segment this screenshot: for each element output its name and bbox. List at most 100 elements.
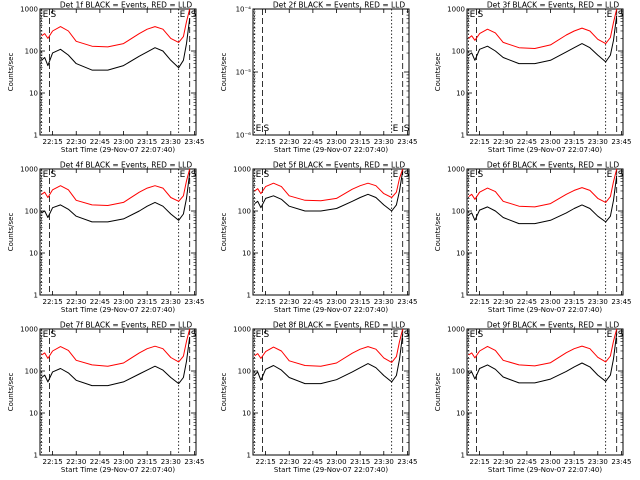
x-tick-label: 22:45 (517, 458, 537, 466)
x-axis-label: Start Time (29-Nov-07 22:07:40) (488, 306, 602, 314)
events-series-line (41, 18, 191, 71)
marker-label-S: S (618, 10, 624, 20)
y-tick-label: 1 (247, 452, 251, 460)
detector-panel-6: Det 6f BLACK = Events, RED = LLD 1 10 100 10… (434, 161, 632, 315)
y-tick-label: 10 (29, 410, 38, 418)
x-tick-label: 23:30 (588, 458, 608, 466)
marker-label-E: E (180, 170, 186, 180)
y-tick-label: 100 (25, 208, 38, 216)
y-tick-label: 100 (238, 368, 251, 376)
marker-label-S: S (404, 170, 410, 180)
x-tick-label: 23:45 (184, 138, 204, 146)
x-tick-label: 23:45 (184, 298, 204, 306)
x-tick-label: 23:15 (137, 138, 157, 146)
marker-label-S: S (50, 170, 56, 180)
lld-series-line (468, 168, 618, 208)
x-tick-label: 23:30 (374, 138, 394, 146)
x-axis-label: Start Time (29-Nov-07 22:07:40) (488, 466, 602, 474)
x-tick-label: 23:00 (326, 458, 346, 466)
lld-series-line (254, 328, 404, 367)
x-tick-label: 23:00 (326, 298, 346, 306)
events-series-line (41, 336, 191, 387)
y-tick-label: 100 (452, 368, 465, 376)
detector-panel-3: Det 3f BLACK = Events, RED = LLD 1 10 100 10… (434, 1, 632, 155)
x-tick-label: 23:00 (540, 298, 560, 306)
marker-label-S: S (477, 330, 483, 340)
x-tick-label: 22:15 (470, 458, 490, 466)
y-tick-label: 1000 (20, 326, 38, 334)
marker-label-S: S (50, 330, 56, 340)
plot-frame (39, 328, 197, 456)
x-tick-label: 23:45 (611, 138, 631, 146)
x-tick-label: 23:45 (611, 458, 631, 466)
y-tick-label: 1000 (233, 326, 251, 334)
x-tick-label: 23:30 (161, 138, 181, 146)
y-tick-label: 1 (461, 132, 465, 140)
plot-frame (252, 328, 410, 456)
detector-panel-4: Det 4f BLACK = Events, RED = LLD 1 10 100 10… (7, 161, 205, 315)
y-tick-label: 10 (29, 90, 38, 98)
plot-frame (466, 328, 624, 456)
x-tick-label: 22:15 (43, 138, 63, 146)
y-tick-label: 1000 (20, 166, 38, 174)
y-tick-label: 10⁻⁶ (236, 132, 252, 140)
marker-label-E: E (180, 10, 186, 20)
x-tick-label: 22:45 (90, 458, 110, 466)
marker-label-E: E (393, 170, 399, 180)
y-axis-label: Counts/sec (434, 373, 442, 412)
y-axis-label: Counts/sec (220, 213, 228, 252)
x-tick-label: 22:30 (493, 298, 513, 306)
x-tick-label: 22:15 (470, 138, 490, 146)
lld-series-line (41, 8, 191, 48)
x-tick-label: 22:15 (256, 138, 276, 146)
x-axis-label: Start Time (29-Nov-07 22:07:40) (274, 146, 388, 154)
lld-series-line (41, 168, 191, 206)
x-tick-label: 22:15 (256, 458, 276, 466)
marker-label-E: E (607, 170, 613, 180)
lld-series-line (254, 168, 404, 202)
marker-label-S: S (263, 330, 269, 340)
events-series-line (468, 333, 618, 384)
x-tick-label: 22:15 (256, 298, 276, 306)
marker-label-E: E (393, 124, 399, 134)
marker-label-S: S (618, 170, 624, 180)
marker-label-S: S (50, 10, 56, 20)
y-tick-label: 1000 (233, 166, 251, 174)
plot-frame (39, 8, 197, 136)
x-tick-label: 22:30 (493, 458, 513, 466)
plot-title: Det 4f BLACK = Events, RED = LLD (60, 161, 193, 170)
x-tick-label: 23:30 (374, 458, 394, 466)
y-tick-label: 1000 (447, 166, 465, 174)
detector-panel-5: Det 5f BLACK = Events, RED = LLD 1 10 100 10… (220, 161, 418, 315)
y-tick-label: 10 (242, 250, 251, 258)
marker-label-E: E (256, 124, 262, 134)
detector-panel-9: Det 9f BLACK = Events, RED = LLD 1 10 100 10… (434, 321, 632, 475)
x-tick-label: 23:45 (611, 298, 631, 306)
marker-label-E: E (607, 10, 613, 20)
y-tick-label: 1000 (447, 326, 465, 334)
marker-label-S: S (263, 124, 269, 134)
y-axis-label: Counts/sec (220, 53, 228, 92)
lld-series-line (468, 328, 618, 367)
marker-label-E: E (470, 10, 476, 20)
plot-frame (252, 8, 410, 136)
x-tick-label: 23:30 (588, 298, 608, 306)
x-tick-label: 22:45 (303, 138, 323, 146)
marker-label-S: S (191, 10, 197, 20)
x-tick-label: 22:30 (493, 138, 513, 146)
plot-title: Det 5f BLACK = Events, RED = LLD (273, 161, 406, 170)
x-tick-label: 22:45 (303, 298, 323, 306)
x-tick-label: 23:00 (540, 138, 560, 146)
x-tick-label: 23:15 (350, 298, 370, 306)
marker-label-S: S (404, 124, 410, 134)
marker-label-E: E (470, 170, 476, 180)
x-tick-label: 22:45 (90, 298, 110, 306)
y-tick-label: 100 (238, 208, 251, 216)
x-tick-label: 22:30 (279, 138, 299, 146)
x-tick-label: 22:30 (66, 138, 86, 146)
x-tick-label: 22:45 (517, 298, 537, 306)
x-tick-label: 23:00 (113, 298, 133, 306)
x-tick-label: 23:15 (350, 138, 370, 146)
x-tick-label: 23:00 (540, 458, 560, 466)
marker-label-S: S (191, 330, 197, 340)
